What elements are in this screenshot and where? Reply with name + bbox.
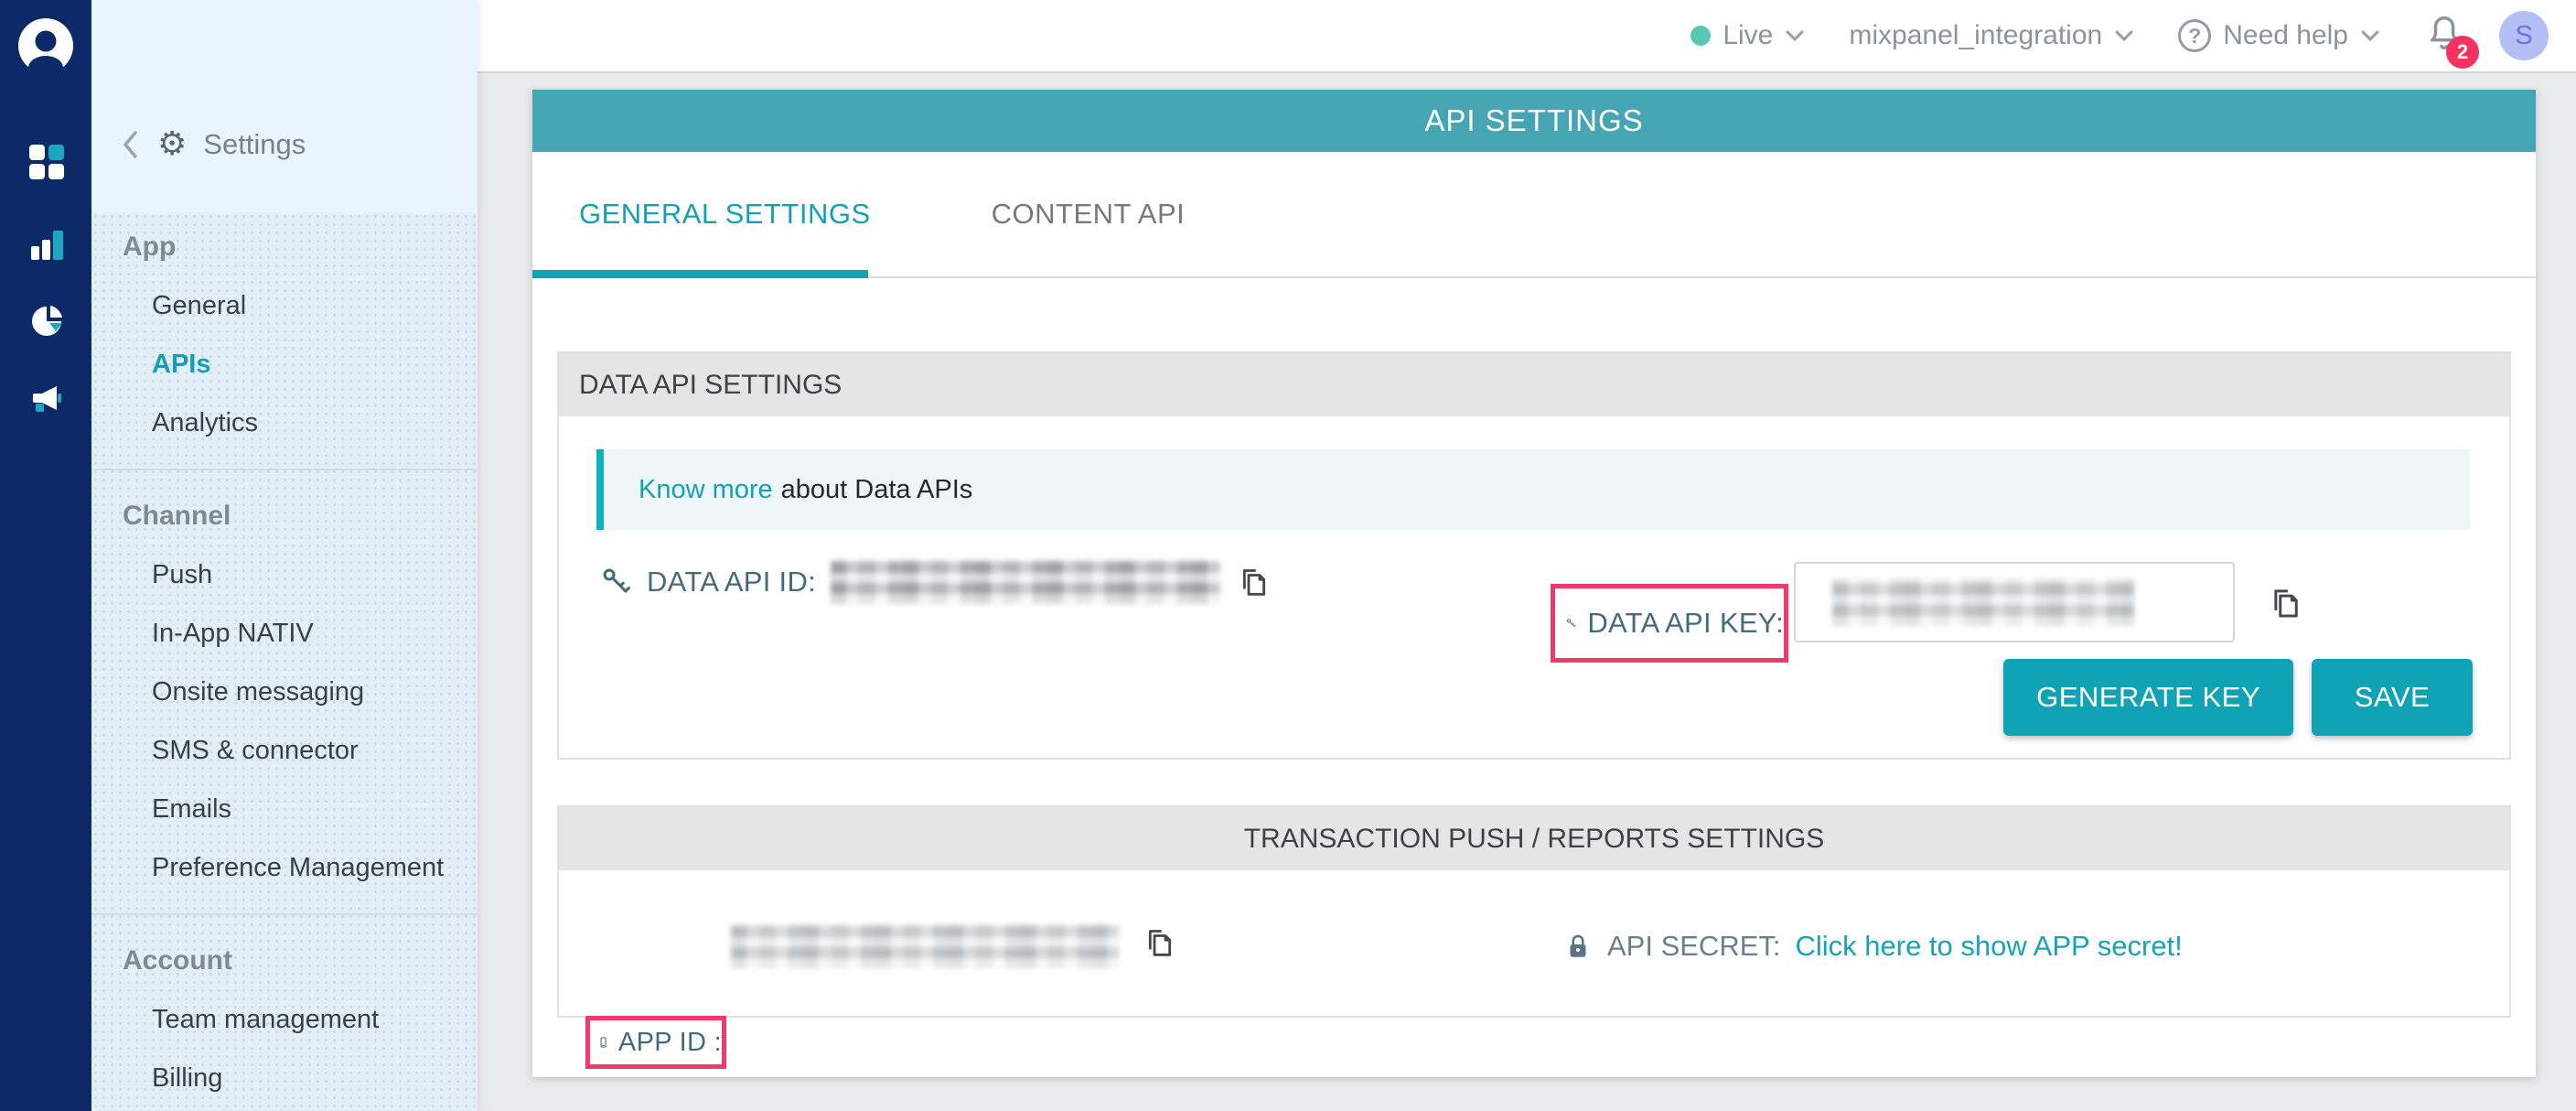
user-avatar[interactable]: S	[2499, 11, 2549, 60]
sidebar-item-onsite-messaging[interactable]: Onsite messaging	[152, 677, 365, 707]
key-actions: GENERATE KEY SAVE	[2003, 659, 2473, 736]
brand-logo-icon[interactable]	[16, 16, 75, 80]
sidebar-section-account: Account	[123, 945, 232, 976]
project-name: mixpanel_integration	[1849, 20, 2103, 50]
app-id-row: APP ID : API SECRET: Click here to sho	[559, 906, 2509, 1069]
chevron-down-icon	[2115, 30, 2133, 42]
know-more-text: about Data APIs	[780, 474, 973, 504]
apps-grid-icon[interactable]	[29, 145, 64, 179]
data-api-key-value-redacted	[1832, 578, 2134, 626]
sidebar-item-push[interactable]: Push	[152, 560, 213, 589]
active-tab-underline	[532, 270, 868, 278]
icon-rail	[0, 0, 91, 1111]
copy-icon	[1148, 930, 1172, 956]
data-api-key-input[interactable]	[1794, 562, 2235, 642]
know-more-note: Know more about Data APIs	[596, 449, 2470, 530]
page-title: API SETTINGS	[532, 90, 2536, 152]
key-icon	[603, 568, 630, 593]
sidebar-item-preference-management[interactable]: Preference Management	[152, 853, 445, 882]
project-dropdown[interactable]: mixpanel_integration	[1849, 20, 2134, 51]
app-id-highlight: APP ID :	[585, 1016, 726, 1069]
notifications-bell[interactable]: 2	[2424, 12, 2479, 69]
sidebar-item-sms-connector[interactable]: SMS & connector	[152, 736, 359, 765]
api-secret-label: API SECRET:	[1607, 930, 1781, 962]
secret-lock-icon	[1570, 934, 1586, 957]
app-id-label: APP ID :	[617, 1027, 722, 1057]
tab-content-api[interactable]: CONTENT API	[991, 198, 1186, 230]
help-question-icon: ?	[2178, 19, 2212, 52]
sidebar-header: ⚙ Settings	[91, 0, 478, 212]
data-api-id-row: DATA API ID:	[601, 542, 1272, 622]
copy-icon	[2274, 589, 2298, 618]
chevron-down-icon	[2361, 30, 2379, 42]
copy-data-api-id-button[interactable]	[1235, 564, 1272, 600]
transaction-push-header: TRANSACTION PUSH / REPORTS SETTINGS	[559, 807, 2509, 870]
key-icon	[1566, 619, 1576, 627]
gear-icon: ⚙	[157, 125, 188, 163]
tab-bar: GENERAL SETTINGS CONTENT API	[532, 152, 2536, 278]
top-bar: Live mixpanel_integration ? Need help 2 …	[478, 0, 2576, 73]
copy-app-id-button[interactable]	[1141, 924, 1177, 961]
settings-sidebar: ⚙ Settings App General APIs Analytics Ch…	[91, 0, 478, 1111]
tab-general-settings[interactable]: GENERAL SETTINGS	[579, 198, 871, 230]
need-help-menu[interactable]: ? Need help	[2178, 19, 2380, 52]
sidebar-item-inapp-nativ[interactable]: In-App NATIV	[152, 619, 314, 648]
copy-data-api-key-button[interactable]	[2266, 584, 2304, 622]
api-settings-card: API SETTINGS GENERAL SETTINGS CONTENT AP…	[532, 90, 2536, 1077]
campaigns-megaphone-icon[interactable]	[29, 383, 64, 417]
sidebar-divider	[91, 913, 478, 915]
segments-pie-icon[interactable]	[29, 304, 64, 339]
data-api-key-highlight: DATA API KEY:	[1551, 584, 1788, 663]
chevron-down-icon	[1786, 30, 1804, 42]
sidebar-section-channel: Channel	[123, 501, 231, 531]
live-status-dot	[1690, 26, 1712, 46]
show-app-secret-link[interactable]: Click here to show APP secret!	[1795, 930, 2183, 962]
app-id-value-redacted	[731, 924, 1119, 968]
sidebar-nav: App General APIs Analytics Channel Push …	[91, 212, 478, 1111]
api-secret-group: API SECRET: Click here to show APP secre…	[1563, 906, 2183, 987]
notification-count-badge: 2	[2446, 36, 2479, 69]
sidebar-item-apis[interactable]: APIs	[152, 350, 211, 379]
need-help-label: Need help	[2223, 20, 2348, 50]
data-api-id-label: DATA API ID:	[647, 566, 817, 598]
back-chevron-icon[interactable]	[121, 129, 141, 160]
live-label: Live	[1723, 20, 1774, 50]
sidebar-item-analytics[interactable]: Analytics	[152, 408, 259, 437]
mobile-phone-icon	[600, 1037, 606, 1048]
sidebar-divider	[91, 469, 478, 470]
analytics-bars-icon[interactable]	[29, 225, 64, 260]
sidebar-item-billing[interactable]: Billing	[152, 1063, 223, 1093]
transaction-push-section: TRANSACTION PUSH / REPORTS SETTINGS APP …	[557, 805, 2511, 1069]
sidebar-title: Settings	[203, 128, 306, 160]
data-api-settings-header: DATA API SETTINGS	[559, 353, 2509, 416]
sidebar-item-team-management[interactable]: Team management	[152, 1005, 380, 1034]
data-api-id-value-redacted	[831, 560, 1221, 604]
sidebar-section-app: App	[123, 232, 177, 262]
know-more-link[interactable]: Know more	[639, 474, 773, 504]
generate-key-button[interactable]: GENERATE KEY	[2003, 659, 2293, 736]
environment-dropdown[interactable]: Live	[1690, 20, 1805, 51]
data-api-key-label: DATA API KEY:	[1587, 607, 1784, 639]
copy-icon	[1242, 569, 1266, 596]
data-api-settings-section: DATA API SETTINGS Know more about Data A…	[557, 351, 2511, 760]
save-button[interactable]: SAVE	[2312, 659, 2473, 736]
sidebar-item-emails[interactable]: Emails	[152, 794, 232, 824]
sidebar-item-general[interactable]: General	[152, 291, 247, 320]
